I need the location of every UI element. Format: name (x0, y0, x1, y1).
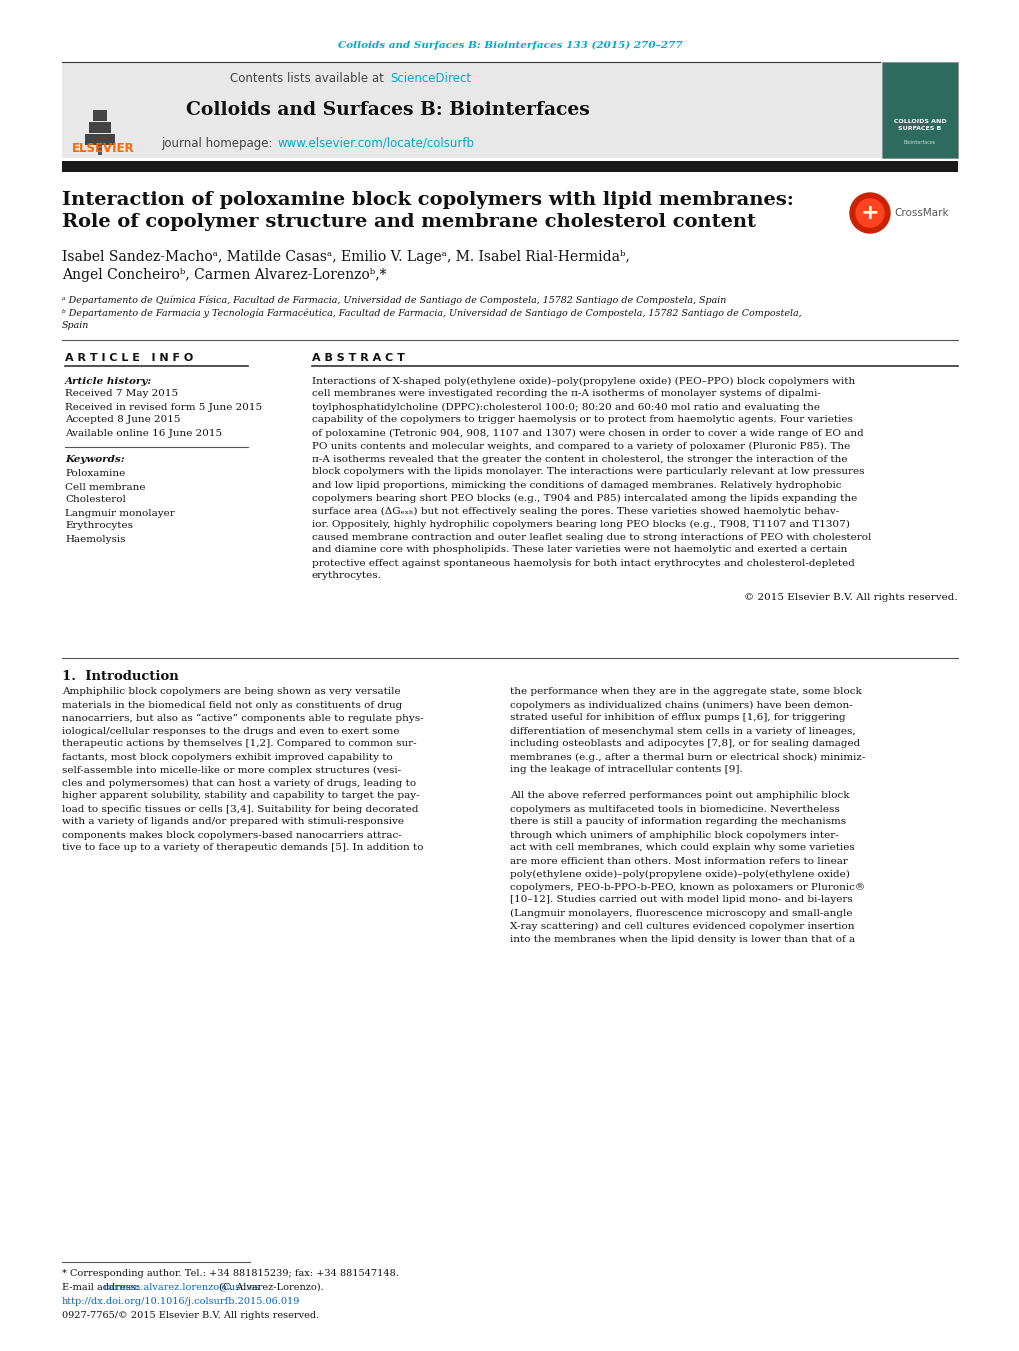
Text: poly(ethylene oxide)–poly(propylene oxide)–poly(ethylene oxide): poly(ethylene oxide)–poly(propylene oxid… (510, 870, 849, 878)
Text: ELSEVIER: ELSEVIER (72, 142, 135, 154)
Text: Accepted 8 June 2015: Accepted 8 June 2015 (65, 416, 180, 424)
Text: Poloxamine: Poloxamine (65, 470, 125, 478)
Text: including osteoblasts and adipocytes [7,8], or for sealing damaged: including osteoblasts and adipocytes [7,… (510, 739, 859, 748)
Text: +: + (860, 203, 878, 223)
Text: Role of copolymer structure and membrane cholesterol content: Role of copolymer structure and membrane… (62, 213, 755, 231)
Text: www.elsevier.com/locate/colsurfb: www.elsevier.com/locate/colsurfb (278, 136, 475, 150)
Text: through which unimers of amphiphilic block copolymers inter-: through which unimers of amphiphilic blo… (510, 831, 838, 839)
Text: E-mail address:: E-mail address: (62, 1282, 142, 1292)
Text: 1.  Introduction: 1. Introduction (62, 670, 178, 682)
Text: Available online 16 June 2015: Available online 16 June 2015 (65, 428, 222, 438)
Text: A B S T R A C T: A B S T R A C T (312, 353, 405, 363)
Circle shape (849, 193, 890, 232)
Text: Cell membrane: Cell membrane (65, 482, 146, 492)
Text: protective effect against spontaneous haemolysis for both intact erythrocytes an: protective effect against spontaneous ha… (312, 558, 854, 567)
Text: PO units contents and molecular weights, and compared to a variety of poloxamer : PO units contents and molecular weights,… (312, 442, 850, 451)
Bar (89, 122, 111, 132)
Text: differentiation of mesenchymal stem cells in a variety of lineages,: differentiation of mesenchymal stem cell… (510, 727, 855, 735)
Text: (C. Alvarez-Lorenzo).: (C. Alvarez-Lorenzo). (216, 1282, 323, 1292)
Text: factants, most block copolymers exhibit improved capability to: factants, most block copolymers exhibit … (62, 753, 392, 762)
Text: into the membranes when the lipid density is lower than that of a: into the membranes when the lipid densit… (510, 935, 854, 943)
Text: cell membranes were investigated recording the π-A isotherms of monolayer system: cell membranes were investigated recordi… (312, 389, 820, 399)
Text: toylphosphatidylcholine (DPPC):cholesterol 100:0; 80:20 and 60:40 mol ratio and : toylphosphatidylcholine (DPPC):cholester… (312, 403, 819, 412)
Text: journal homepage:: journal homepage: (161, 136, 276, 150)
Text: with a variety of ligands and/or prepared with stimuli-responsive: with a variety of ligands and/or prepare… (62, 817, 404, 827)
Text: surface area (ΔGₑₓₕ) but not effectively sealing the pores. These varieties show: surface area (ΔGₑₓₕ) but not effectively… (312, 507, 839, 516)
Text: Colloids and Surfaces B: Biointerfaces 133 (2015) 270–277: Colloids and Surfaces B: Biointerfaces 1… (337, 41, 682, 50)
Bar (85, 134, 115, 145)
Text: ᵃ Departamento de Química Física, Facultad de Farmacia, Universidad de Santiago : ᵃ Departamento de Química Física, Facult… (62, 296, 726, 305)
Text: All the above referred performances point out amphiphilic block: All the above referred performances poin… (510, 792, 849, 801)
Text: Langmuir monolayer: Langmuir monolayer (65, 508, 174, 517)
Text: of poloxamine (Tetronic 904, 908, 1107 and 1307) were chosen in order to cover a: of poloxamine (Tetronic 904, 908, 1107 a… (312, 428, 863, 438)
Text: ScienceDirect: ScienceDirect (389, 72, 471, 85)
Text: Biointerfaces: Biointerfaces (903, 141, 935, 146)
Text: Isabel Sandez-Machoᵃ, Matilde Casasᵃ, Emilio V. Lageᵃ, M. Isabel Rial-Hermidaᵇ,: Isabel Sandez-Machoᵃ, Matilde Casasᵃ, Em… (62, 250, 630, 263)
Text: and low lipid proportions, mimicking the conditions of damaged membranes. Relati: and low lipid proportions, mimicking the… (312, 481, 841, 489)
Bar (93, 109, 107, 122)
Text: iological/cellular responses to the drugs and even to exert some: iological/cellular responses to the drug… (62, 727, 399, 735)
Text: Haemolysis: Haemolysis (65, 535, 125, 543)
Text: ᵇ Departamento de Farmacia y Tecnología Farmacéutica, Facultad de Farmacia, Univ: ᵇ Departamento de Farmacia y Tecnología … (62, 308, 801, 317)
Text: COLLOIDS AND
SURFACES B: COLLOIDS AND SURFACES B (893, 119, 946, 131)
Text: nanocarriers, but also as “active” components able to regulate phys-: nanocarriers, but also as “active” compo… (62, 713, 423, 723)
Text: capability of the copolymers to trigger haemolysis or to protect from haemolytic: capability of the copolymers to trigger … (312, 416, 852, 424)
Text: ior. Oppositely, highly hydrophilic copolymers bearing long PEO blocks (e.g., T9: ior. Oppositely, highly hydrophilic copo… (312, 519, 849, 528)
Text: ing the leakage of intracellular contents [9].: ing the leakage of intracellular content… (510, 766, 742, 774)
Text: X-ray scattering) and cell cultures evidenced copolymer insertion: X-ray scattering) and cell cultures evid… (510, 921, 854, 931)
Bar (62, 62, 179, 158)
Text: © 2015 Elsevier B.V. All rights reserved.: © 2015 Elsevier B.V. All rights reserved… (744, 593, 957, 601)
Text: erythrocytes.: erythrocytes. (312, 571, 381, 581)
Text: the performance when they are in the aggregate state, some block: the performance when they are in the agg… (510, 688, 861, 697)
Text: http://dx.doi.org/10.1016/j.colsurfb.2015.06.019: http://dx.doi.org/10.1016/j.colsurfb.201… (62, 1297, 300, 1306)
Text: Erythrocytes: Erythrocytes (65, 521, 132, 531)
Text: Amphiphilic block copolymers are being shown as very versatile: Amphiphilic block copolymers are being s… (62, 688, 400, 697)
Text: higher apparent solubility, stability and capability to target the pay-: higher apparent solubility, stability an… (62, 792, 419, 801)
Text: act with cell membranes, which could explain why some varieties: act with cell membranes, which could exp… (510, 843, 854, 852)
Text: Keywords:: Keywords: (65, 455, 124, 465)
Bar (98, 145, 102, 155)
Text: are more efficient than others. Most information refers to linear: are more efficient than others. Most inf… (510, 857, 847, 866)
Text: there is still a paucity of information regarding the mechanisms: there is still a paucity of information … (510, 817, 846, 827)
Text: materials in the biomedical field not only as constituents of drug: materials in the biomedical field not on… (62, 701, 401, 709)
Text: copolymers bearing short PEO blocks (e.g., T904 and P85) intercalated among the : copolymers bearing short PEO blocks (e.g… (312, 493, 856, 503)
Text: 0927-7765/© 2015 Elsevier B.V. All rights reserved.: 0927-7765/© 2015 Elsevier B.V. All right… (62, 1310, 319, 1320)
Text: copolymers, PEO-b-PPO-b-PEO, known as poloxamers or Pluronic®: copolymers, PEO-b-PPO-b-PEO, known as po… (510, 882, 864, 892)
Text: tive to face up to a variety of therapeutic demands [5]. In addition to: tive to face up to a variety of therapeu… (62, 843, 423, 852)
Text: copolymers as individualized chains (unimers) have been demon-: copolymers as individualized chains (uni… (510, 700, 852, 709)
Bar (62, 161, 957, 172)
Text: A R T I C L E   I N F O: A R T I C L E I N F O (65, 353, 193, 363)
Text: block copolymers with the lipids monolayer. The interactions were particularly r: block copolymers with the lipids monolay… (312, 467, 864, 477)
Text: Interactions of X-shaped poly(ethylene oxide)–poly(propylene oxide) (PEO–PPO) bl: Interactions of X-shaped poly(ethylene o… (312, 377, 854, 385)
Text: cles and polymersomes) that can host a variety of drugs, leading to: cles and polymersomes) that can host a v… (62, 778, 416, 788)
Text: carmen.alvarez.lorenzo@usc.es: carmen.alvarez.lorenzo@usc.es (104, 1282, 261, 1292)
Bar (62, 62, 881, 158)
Text: Contents lists available at: Contents lists available at (230, 72, 387, 85)
Text: Angel Concheiroᵇ, Carmen Alvarez-Lorenzoᵇ,*: Angel Concheiroᵇ, Carmen Alvarez-Lorenzo… (62, 267, 386, 282)
Text: (Langmuir monolayers, fluorescence microscopy and small-angle: (Langmuir monolayers, fluorescence micro… (510, 908, 852, 917)
Text: copolymers as multifaceted tools in biomedicine. Nevertheless: copolymers as multifaceted tools in biom… (510, 804, 839, 813)
Text: Received 7 May 2015: Received 7 May 2015 (65, 389, 178, 399)
Text: membranes (e.g., after a thermal burn or electrical shock) minimiz-: membranes (e.g., after a thermal burn or… (510, 753, 864, 762)
Text: CrossMark: CrossMark (893, 208, 948, 218)
Text: components makes block copolymers-based nanocarriers attrac-: components makes block copolymers-based … (62, 831, 401, 839)
Text: Interaction of poloxamine block copolymers with lipid membranes:: Interaction of poloxamine block copolyme… (62, 190, 793, 209)
Text: [10–12]. Studies carried out with model lipid mono- and bi-layers: [10–12]. Studies carried out with model … (510, 896, 852, 905)
Text: π-A isotherms revealed that the greater the content in cholesterol, the stronger: π-A isotherms revealed that the greater … (312, 454, 847, 463)
Text: Article history:: Article history: (65, 377, 152, 385)
Bar (881, 62, 957, 158)
Text: * Corresponding author. Tel.: +34 881815239; fax: +34 881547148.: * Corresponding author. Tel.: +34 881815… (62, 1270, 398, 1278)
Text: caused membrane contraction and outer leaflet sealing due to strong interactions: caused membrane contraction and outer le… (312, 532, 870, 542)
Text: Cholesterol: Cholesterol (65, 496, 125, 504)
Text: Spain: Spain (62, 322, 90, 331)
Text: Received in revised form 5 June 2015: Received in revised form 5 June 2015 (65, 403, 262, 412)
Text: strated useful for inhibition of efflux pumps [1,6], for triggering: strated useful for inhibition of efflux … (510, 713, 845, 723)
Text: therapeutic actions by themselves [1,2]. Compared to common sur-: therapeutic actions by themselves [1,2].… (62, 739, 416, 748)
Text: self-assemble into micelle-like or more complex structures (vesi-: self-assemble into micelle-like or more … (62, 766, 400, 774)
Text: Colloids and Surfaces B: Biointerfaces: Colloids and Surfaces B: Biointerfaces (185, 101, 589, 119)
Circle shape (855, 199, 883, 227)
Text: and diamine core with phospholipids. These later varieties were not haemolytic a: and diamine core with phospholipids. The… (312, 546, 847, 554)
Text: load to specific tissues or cells [3,4]. Suitability for being decorated: load to specific tissues or cells [3,4].… (62, 804, 418, 813)
